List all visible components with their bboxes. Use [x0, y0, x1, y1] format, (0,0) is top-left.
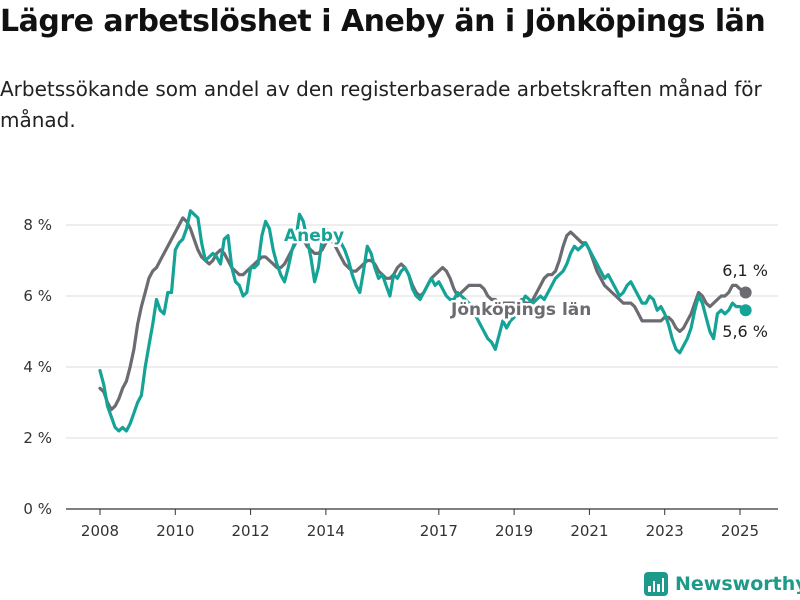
x-tick-label: 2021: [570, 522, 608, 540]
series-lines: [98, 209, 752, 433]
series-labels: Aneby Jönköpings län 6,1 % 5,6 %: [282, 224, 769, 342]
end-label-jonkoping: 6,1 %: [722, 261, 768, 280]
series-label-jonkoping: Jönköpings län: [450, 300, 591, 320]
x-tick-label: 2014: [307, 522, 345, 540]
x-tick-label: 2012: [231, 522, 269, 540]
chart-title: Lägre arbetslöshet i Aneby än i Jönköpin…: [0, 4, 766, 39]
y-tick-label: 4 %: [23, 358, 52, 376]
y-tick-label: 8 %: [23, 216, 52, 234]
x-tick-label: 2019: [495, 522, 533, 540]
bar-chart-icon: [644, 572, 668, 596]
y-tick-label: 6 %: [23, 287, 52, 305]
series-label-aneby: Aneby: [284, 226, 344, 246]
x-tick-label: 2017: [420, 522, 458, 540]
end-point-jonkoping: [739, 286, 752, 299]
y-tick-label: 2 %: [23, 429, 52, 447]
series-line-jonkoping: [98, 216, 748, 412]
series-line-aneby: [98, 209, 748, 433]
x-tick-label: 2008: [81, 522, 119, 540]
x-tick-label: 2025: [721, 522, 759, 540]
brand-logo: Newsworthy: [644, 569, 800, 599]
x-tick-label: 2023: [646, 522, 684, 540]
brand-name: Newsworthy: [675, 573, 800, 595]
chart-subtitle: Arbetssökande som andel av den registerb…: [0, 77, 762, 132]
end-point-aneby: [739, 304, 752, 317]
x-axis: 2008 2010 2012 2014 2017 2019 2021 2023 2025: [66, 508, 778, 540]
y-axis: 0 % 2 % 4 % 6 % 8 %: [23, 216, 52, 518]
end-label-aneby: 5,6 %: [722, 322, 768, 341]
y-tick-label: 0 %: [23, 500, 52, 518]
x-tick-label: 2010: [156, 522, 194, 540]
